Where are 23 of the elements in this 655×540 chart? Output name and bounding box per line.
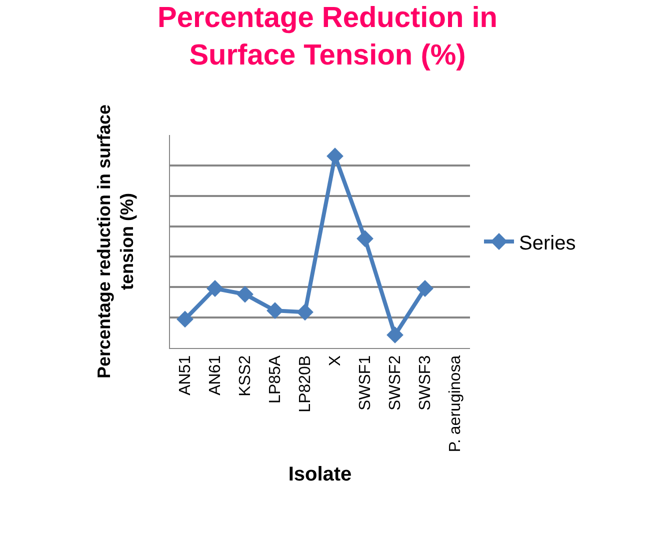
x-tick-label: X xyxy=(327,355,344,366)
x-tick-label: SWSF1 xyxy=(357,355,374,411)
point xyxy=(296,304,314,321)
point xyxy=(386,326,404,344)
point xyxy=(206,280,224,297)
x-tick-label: AN61 xyxy=(207,355,224,396)
x-tick-label: LP820B xyxy=(297,355,314,412)
x-tick-label: SWSF2 xyxy=(387,355,404,411)
legend-label: Series xyxy=(519,232,576,254)
point xyxy=(416,280,434,297)
x-tick-label: AN51 xyxy=(177,355,194,396)
point xyxy=(326,148,344,165)
point xyxy=(266,302,284,320)
y-axis-title: Percentage reduction in surface tension (%) xyxy=(94,104,138,379)
x-tick-label: SWSF3 xyxy=(417,355,434,411)
x-tick-label: P. aeruginosa xyxy=(447,355,464,452)
x-axis-title: Isolate xyxy=(288,464,352,486)
point xyxy=(176,310,194,328)
chart-title: Percentage Reduction in Surface Tension (%) xyxy=(157,2,498,72)
x-tick-label: LP85A xyxy=(267,355,284,404)
x-tick-label: KSS2 xyxy=(237,355,254,396)
point xyxy=(356,230,374,248)
point xyxy=(236,286,254,303)
